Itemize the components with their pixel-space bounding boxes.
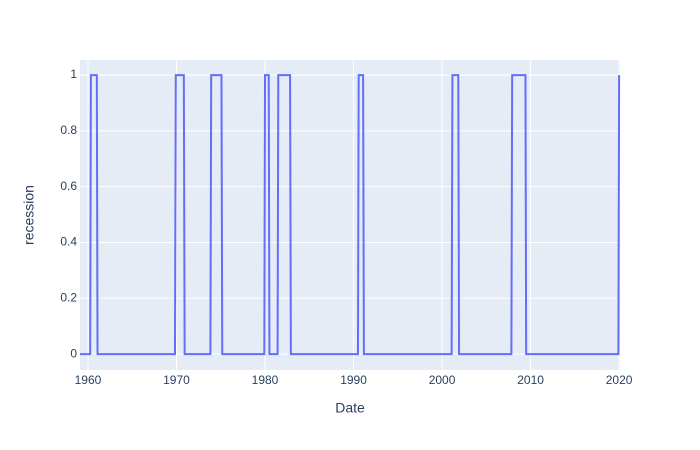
x-tick-label: 2000	[429, 373, 456, 387]
x-tick-label: 1960	[75, 373, 102, 387]
x-tick-label: 1990	[340, 373, 367, 387]
x-axis-title: Date	[335, 400, 365, 416]
y-tick-label: 0.4	[60, 235, 77, 249]
line	[80, 74, 621, 356]
x-tick-label: 1980	[252, 373, 279, 387]
y-tick-label: 0.8	[60, 123, 77, 137]
y-tick-label: 1	[70, 67, 77, 81]
y-tick-label: 0.6	[60, 179, 77, 193]
x-tick-label: 2010	[517, 373, 544, 387]
y-tick-label: 0.2	[60, 290, 77, 304]
plot-area	[80, 60, 620, 370]
y-axis-title: recession	[21, 185, 37, 245]
x-tick-label: 1970	[163, 373, 190, 387]
x-tick-label: 2020	[606, 373, 633, 387]
y-tick-label: 0	[70, 346, 77, 360]
